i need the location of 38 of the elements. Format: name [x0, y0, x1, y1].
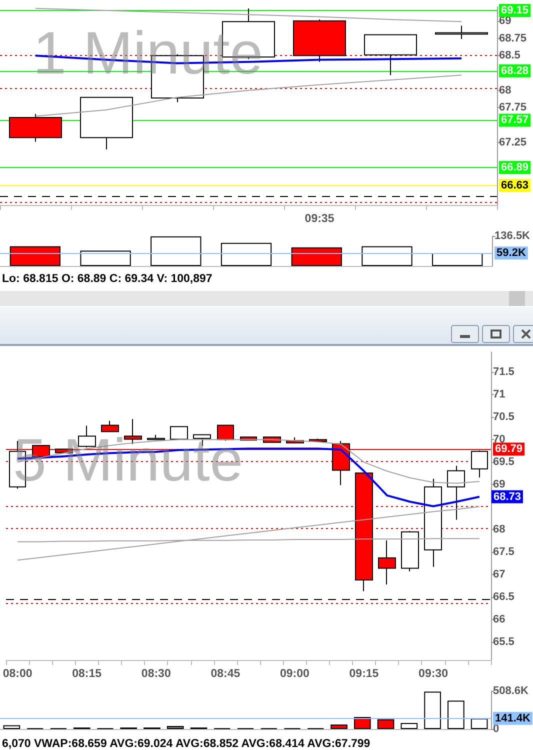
y-tick-label: 70.5 — [493, 411, 514, 424]
y-tick-label: 508.6K — [493, 685, 529, 697]
y-tick-label: 68 — [493, 524, 506, 536]
y-tick-label: 69 — [493, 478, 506, 491]
y-tick-label: 65.5 — [493, 636, 514, 648]
ref-line-label: 59.2K — [496, 246, 526, 259]
y-tick-label: 66 — [493, 614, 506, 626]
y-tick-label: 71 — [493, 388, 506, 401]
x-tick-label: 09:35 — [304, 213, 335, 225]
x-tick-label: 09:15 — [349, 668, 380, 680]
y-tick-label: 67 — [493, 568, 506, 581]
ref-line-label: 66.89 — [501, 161, 529, 174]
text: 6,070 VWAP:68.659 AVG:69.024 AVG:68.852 AVG:68.414 AVG:67.799 — [2, 738, 370, 750]
text: Lo: 68.815 O: 68.89 C: 69.34 V: 100,897 — [2, 273, 212, 285]
ref-line-label: 141.4K — [495, 712, 531, 724]
y-tick-label: 67.75 — [499, 102, 527, 114]
y-tick-label: 69.5 — [493, 456, 514, 468]
x-tick-label: 08:15 — [72, 668, 102, 680]
data-label: 68.73 — [493, 490, 521, 503]
y-tick-label: 71.5 — [493, 366, 514, 378]
ref-line-label: 66.63 — [501, 180, 529, 192]
y-tick-label: 136.5K — [494, 230, 530, 242]
ref-line-label: 68.28 — [501, 64, 529, 77]
y-tick-label: 68.5 — [499, 50, 520, 62]
x-tick-label: 08:30 — [141, 668, 171, 680]
x-tick-label: 08:45 — [210, 668, 241, 680]
ref-line-label: 69.15 — [501, 4, 529, 16]
y-tick-label: 66.5 — [493, 591, 514, 604]
y-tick-label: 67.5 — [493, 546, 514, 558]
ref-line-label: 69.79 — [495, 443, 523, 456]
x-tick-label: 09:00 — [280, 668, 310, 680]
y-tick-label: 68 — [499, 84, 512, 96]
y-tick-label: 67.25 — [499, 136, 527, 148]
x-tick-label: 08:00 — [2, 668, 32, 680]
y-tick-label: 68.75 — [499, 32, 527, 44]
ref-line-label: 67.57 — [501, 114, 529, 126]
x-tick-label: 09:30 — [418, 668, 448, 680]
y-tick-label: 0 — [493, 723, 500, 735]
